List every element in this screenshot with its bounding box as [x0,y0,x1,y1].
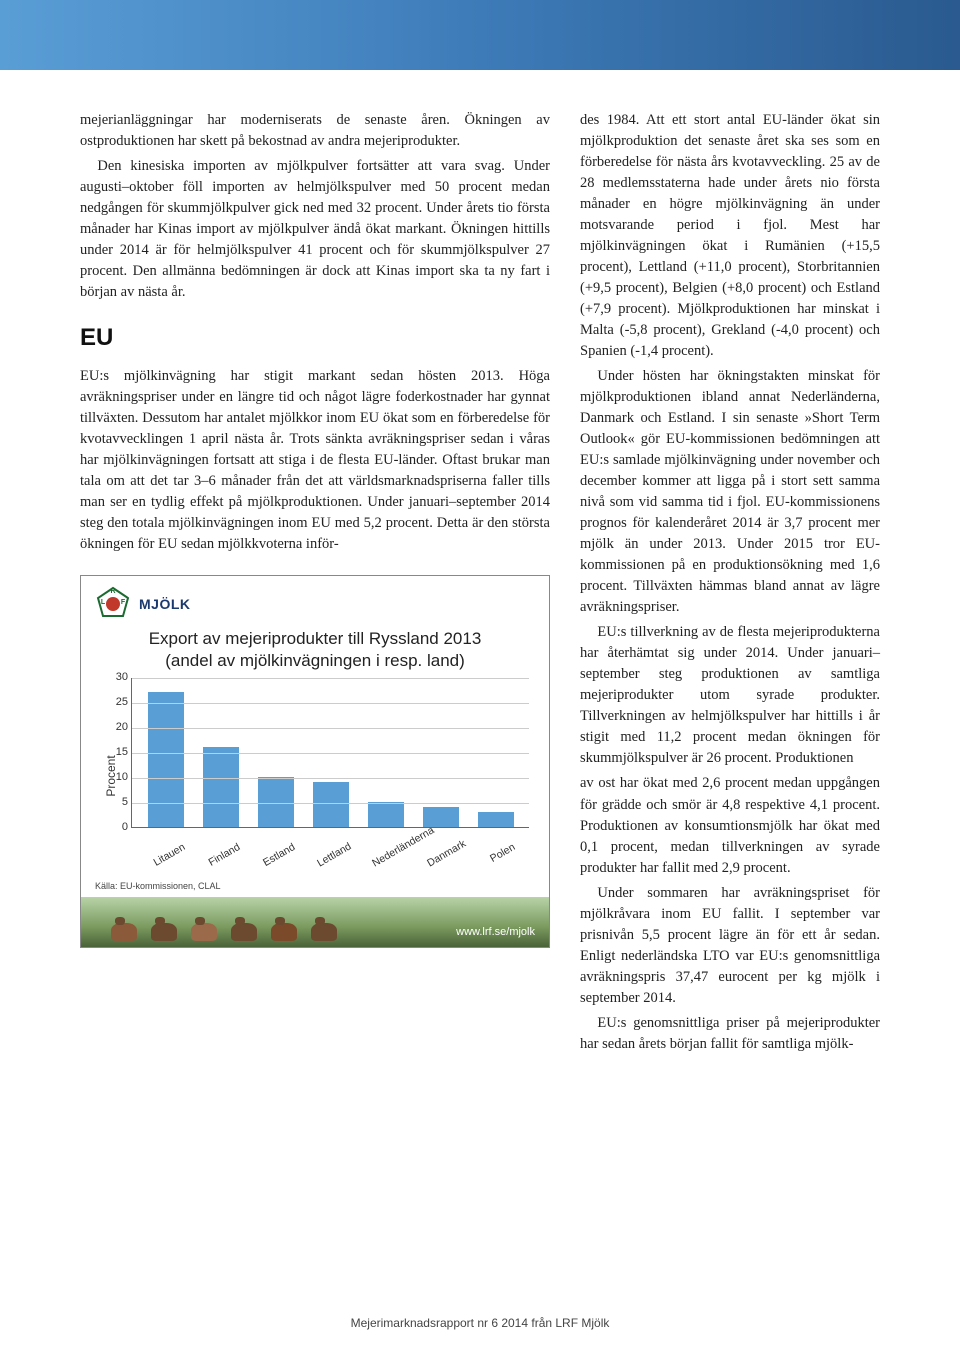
chart-header: R L F MJÖLK [81,576,549,622]
svg-text:L: L [101,599,106,606]
left-para-3: EU:s mjölkinvägning har stigit markant s… [80,366,550,555]
chart-bar [313,782,349,827]
cow-icon [111,923,137,941]
chart-title: Export av mejeriprodukter till Ryssland … [81,622,549,672]
chart-bar [148,692,184,827]
lrf-logo-icon: R L F [95,586,131,622]
chart-bar [368,802,404,827]
cow-icon [311,923,337,941]
cow-icon [231,923,257,941]
chart-xlabels: LitauenFinlandEstlandLettlandNederländer… [131,828,529,880]
chart-ytick: 25 [106,695,128,711]
chart-ytick: 20 [106,720,128,736]
chart-ytick: 15 [106,745,128,761]
top-gradient-banner [0,0,960,70]
chart-bar [203,747,239,827]
logo-text: MJÖLK [139,594,191,614]
svg-text:R: R [110,588,115,595]
cow-icon [191,923,217,941]
chart-footer-image: www.lrf.se/mjolk [81,897,549,947]
chart-footer-url: www.lrf.se/mjolk [456,925,535,941]
left-para-1: mejerianläggningar har moderniserats de … [80,110,550,152]
chart-plot-area: Procent 051015202530 LitauenFinlandEstla… [81,672,549,880]
sc-eu: EU [80,368,99,384]
left-column: mejerianläggningar har moderniserats de … [80,110,550,1059]
right-para-1: des 1984. Att ett stort antal EU-länder … [580,110,880,362]
cow-icon [271,923,297,941]
chart-plot: 051015202530 [131,678,529,828]
cow-icon [151,923,177,941]
chart-ytick: 10 [106,770,128,786]
chart-bar [478,812,514,827]
right-para-6: EU:s genomsnittliga priser på mejeriprod… [580,1013,880,1055]
right-para-5: Under sommaren har avräkningspriset för … [580,883,880,1009]
chart-ytick: 30 [106,670,128,686]
svg-text:F: F [121,599,126,606]
page-content: mejerianläggningar har moderniserats de … [0,70,960,1079]
left-para-2: Den kinesiska importen av mjölkpulver fo… [80,156,550,303]
chart-container: R L F MJÖLK Export av mejeriprodukter ti… [80,575,550,948]
chart-ytick: 0 [106,820,128,836]
right-para-3: EU:s tillverkning av de flesta mejeripro… [580,622,880,769]
right-para-2: Under hösten har ökningstakten minskat f… [580,366,880,618]
chart-bar [258,777,294,827]
chart-ytick: 5 [106,795,128,811]
chart-source: Källa: EU-kommissionen, CLAL [81,880,549,897]
eu-heading: EU [80,321,550,356]
right-para-4: av ost har ökat med 2,6 procent medan up… [580,773,880,878]
right-column: des 1984. Att ett stort antal EU-länder … [580,110,880,1059]
page-footer: Mejerimarknadsrapport nr 6 2014 från LRF… [0,1316,960,1330]
